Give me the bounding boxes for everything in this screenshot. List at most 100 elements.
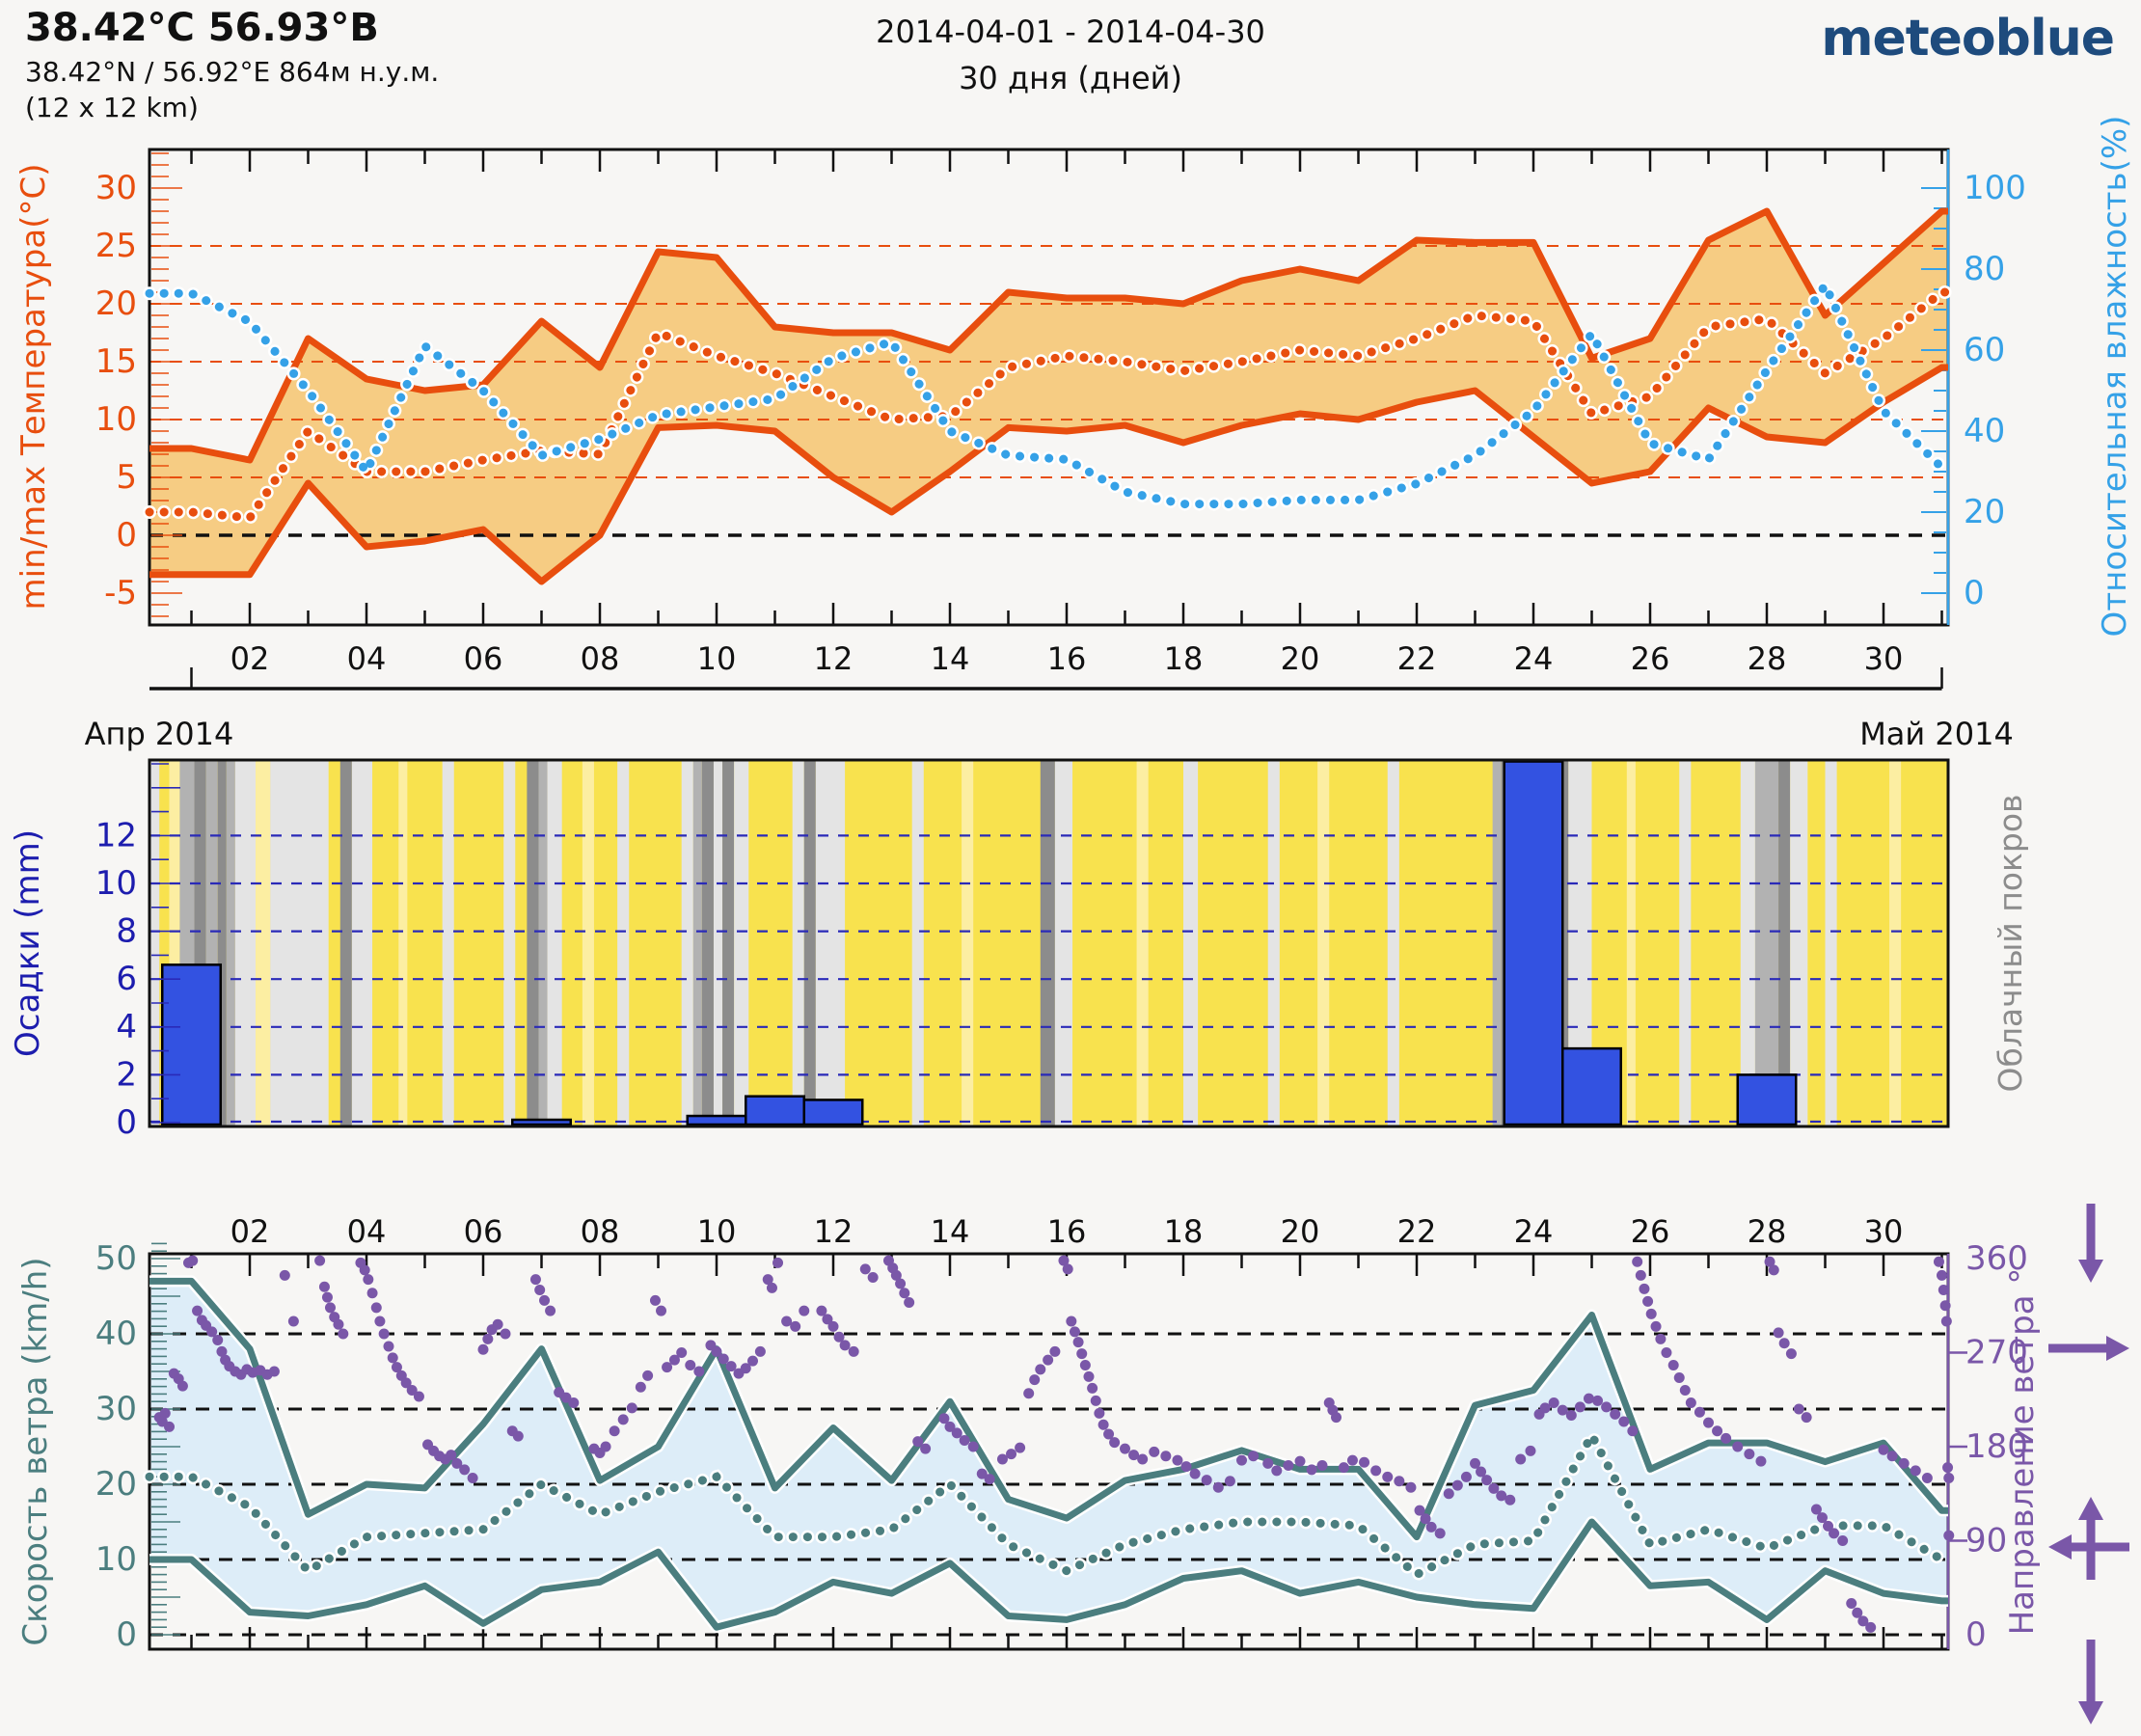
wind-direction-dot: [1645, 1308, 1657, 1319]
wind-direction-dot: [1583, 1393, 1594, 1404]
wind-direction-dot: [1755, 1455, 1767, 1467]
wind-direction-dot: [1306, 1464, 1317, 1476]
wind-direction-dot: [1921, 1473, 1933, 1483]
wind-direction-dot: [1548, 1397, 1559, 1408]
wind-direction-dot: [1488, 1482, 1500, 1494]
wind-direction-dot: [363, 1274, 374, 1286]
wind-direction-dot: [512, 1430, 524, 1442]
wind-direction-dot: [740, 1363, 751, 1374]
wind-direction-dot: [626, 1402, 637, 1414]
wind-direction-dot: [1076, 1348, 1088, 1360]
wind-direction-dot: [1642, 1295, 1654, 1307]
precip-tick-label: 12: [95, 816, 137, 854]
wind-direction-dot: [383, 1341, 394, 1352]
wind-direction-dot: [1574, 1401, 1585, 1413]
wind-direction-dot: [1043, 1354, 1054, 1366]
wind-direction-dot: [1816, 1512, 1828, 1524]
wind-direction-dot: [1359, 1456, 1370, 1468]
wind-direction-dot: [656, 1305, 667, 1316]
max-wind-line: [149, 1277, 1948, 1541]
wind-direction-dot: [1939, 1300, 1951, 1312]
wind-direction-dot: [279, 1269, 290, 1281]
temp-tick-label: -5: [104, 574, 137, 612]
wind-direction-dot: [920, 1443, 932, 1454]
wind-direction-dot: [676, 1347, 688, 1358]
east-wind-arrow-icon: [2048, 1534, 2129, 1560]
wind-direction-dot: [781, 1316, 793, 1327]
wind-direction-dot: [1865, 1621, 1877, 1633]
wind-direction-dot: [1262, 1457, 1274, 1469]
wind-direction-dot: [912, 1436, 924, 1448]
day-label: 28: [1748, 1213, 1787, 1250]
wind-direction-dot: [1294, 1455, 1306, 1467]
precip-tick-label: 0: [116, 1103, 137, 1142]
precipitation-panel: 12 10 8 6 4 2 0 Осадки (mm) Облачный покров: [9, 758, 2029, 1142]
chart-title-block: 2014-04-01 - 2014-04-30 30 дня (дней): [685, 14, 1456, 96]
wind-direction-dot: [944, 1421, 956, 1432]
day-label: 04: [347, 1213, 387, 1250]
temp-minor-ticks: [151, 152, 182, 617]
precipitation-bar: [745, 1095, 805, 1126]
wind-direction-dot: [338, 1328, 349, 1340]
day-label: 12: [814, 640, 854, 677]
wind-direction-dot: [534, 1285, 546, 1295]
wind-direction-dot: [967, 1441, 979, 1452]
precip-tick-labels: 12 10 8 6 4 2 0: [95, 816, 137, 1142]
duration-subtitle: 30 дня (дней): [959, 60, 1182, 96]
wind-panel: 50 40 30 20 10 0 360 270 180 90 0 Скорость ветра (k…: [16, 1204, 2129, 1724]
wind-direction-dot: [1109, 1437, 1121, 1449]
day-label: 16: [1047, 1213, 1087, 1250]
wind-direction-dot: [1744, 1449, 1755, 1460]
north-wind-arrow-bottom-icon: [2078, 1640, 2103, 1724]
wind-direction-dot: [176, 1380, 188, 1392]
wind-direction-dot: [609, 1425, 620, 1437]
wind-direction-dot: [951, 1427, 962, 1439]
day-label: 08: [581, 1213, 620, 1250]
precip-tick-label: 2: [116, 1055, 137, 1094]
wind-direction-dot: [1160, 1451, 1172, 1462]
wind-tick-label: 0: [116, 1615, 137, 1654]
wind-direction-dot: [833, 1331, 845, 1343]
wind-direction-dot: [895, 1278, 907, 1289]
wind-tick-label: 50: [95, 1239, 137, 1278]
wind-direction-dot: [1764, 1256, 1775, 1267]
wind-direction-dot: [1331, 1412, 1342, 1424]
wind-direction-dot: [1793, 1403, 1804, 1415]
temp-tick-label: 30: [95, 169, 137, 207]
min-temperature-line: [149, 364, 1948, 585]
wind-direction-dot: [1773, 1327, 1784, 1339]
wind-direction-dot: [1942, 1462, 1954, 1474]
wind-direction-dot: [1938, 1285, 1949, 1295]
precipitation-bar: [161, 963, 222, 1126]
meteoblue-logo[interactable]: meteoblue: [1821, 10, 2115, 68]
wind-direction-dot: [1655, 1333, 1667, 1344]
wind-direction-dot: [1137, 1453, 1149, 1465]
humidity-tick-label: 60: [1964, 331, 2005, 369]
wind-direction-dot: [1172, 1454, 1183, 1466]
wind-direction-dot: [668, 1354, 680, 1366]
wind-direction-dot: [693, 1366, 705, 1377]
wind-direction-dot: [500, 1328, 511, 1340]
wind-direction-dot: [1476, 1466, 1487, 1478]
wind-direction-dot: [1023, 1388, 1035, 1399]
wind-direction-dot: [904, 1297, 915, 1308]
precipitation-axis-title: Осадки (mm): [9, 829, 47, 1057]
precip-minor-ticks: [151, 763, 180, 1124]
wind-direction-dot: [754, 1345, 766, 1357]
west-wind-arrow-icon: [2048, 1336, 2129, 1361]
wind-direction-dot: [1846, 1598, 1857, 1609]
wind-direction-dot: [1627, 1425, 1639, 1437]
day-label: 06: [464, 1213, 503, 1250]
wind-direction-dot: [1049, 1345, 1061, 1357]
wind-direction-dot: [1673, 1372, 1685, 1383]
wind-direction-dot: [1098, 1419, 1109, 1430]
wind-direction-dot: [711, 1345, 722, 1357]
wind-direction-dot: [321, 1291, 333, 1303]
day-label: 04: [347, 640, 387, 677]
wind-direction-dot: [827, 1320, 839, 1332]
wind-direction-dot: [1083, 1370, 1095, 1382]
wind-direction-dot: [1149, 1446, 1160, 1457]
direction-tick-label: 270: [1965, 1334, 2028, 1372]
